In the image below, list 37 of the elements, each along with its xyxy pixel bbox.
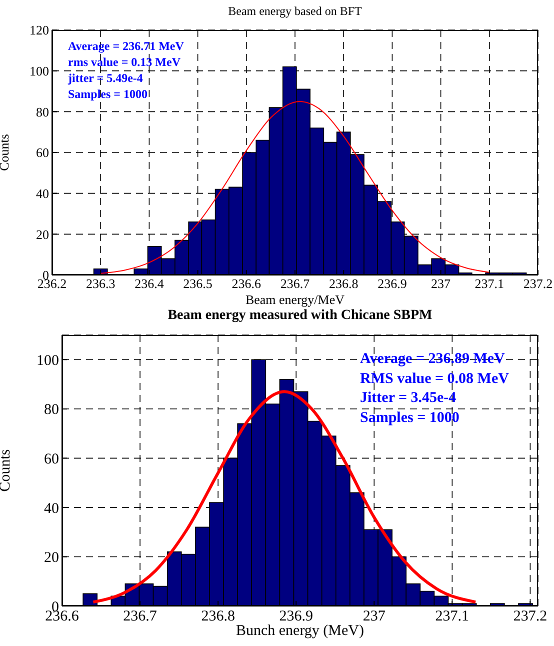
annotation: RMS value = 0.08 MeV xyxy=(360,370,509,388)
y-tick-label: 40 xyxy=(44,500,59,517)
x-tick-label: 236.9 xyxy=(378,276,407,292)
annotation: Samples = 1000 xyxy=(360,408,460,428)
y-tick-label: 20 xyxy=(44,550,59,566)
y-tick-label: 40 xyxy=(36,186,49,201)
x-tick-label: 237.2 xyxy=(523,276,553,292)
x-tick-label: 236.7 xyxy=(123,608,158,625)
x-tick-label: 236.9 xyxy=(279,608,313,625)
y-tick-label: 120 xyxy=(30,22,49,38)
y-tick-label: 20 xyxy=(36,226,49,242)
x-tick-label: 236.5 xyxy=(183,276,212,292)
y-tick-label: 100 xyxy=(36,352,59,369)
x-tick-label: 236.3 xyxy=(86,276,116,292)
annotation: Average = 236.89 MeV xyxy=(360,350,506,369)
y-tick-label: 80 xyxy=(44,402,59,418)
y-tick-label: 100 xyxy=(30,63,49,78)
x-tick-label: 237 xyxy=(431,276,452,292)
annotation: jitter = 5.49e-4 xyxy=(68,70,144,86)
x-tick-label: 237.2 xyxy=(513,608,548,625)
x-tick-label: 236.4 xyxy=(134,276,164,292)
y-axis-title: Counts xyxy=(0,134,12,171)
y-tick-label: 60 xyxy=(44,452,59,468)
x-axis-title: Bunch energy (MeV) xyxy=(234,623,366,639)
chart-title: Beam energy based on BFT xyxy=(227,4,363,19)
x-tick-label: 236.6 xyxy=(232,276,262,292)
chart-title: Beam energy measured with Chicane SBPM xyxy=(166,308,434,324)
x-axis-title: Beam energy/MeV xyxy=(244,292,346,308)
x-tick-label: 236.8 xyxy=(328,276,358,292)
x-tick-label: 237.1 xyxy=(474,276,504,292)
x-tick-label: 236.7 xyxy=(280,276,310,292)
y-tick-label: 60 xyxy=(36,145,49,160)
y-tick-label: 80 xyxy=(36,104,49,120)
annotation: rms value = 0.13 MeV xyxy=(68,54,182,70)
x-tick-label: 237.1 xyxy=(435,608,470,625)
x-tick-label: 236.8 xyxy=(201,608,235,625)
x-tick-label: 237 xyxy=(362,608,386,625)
